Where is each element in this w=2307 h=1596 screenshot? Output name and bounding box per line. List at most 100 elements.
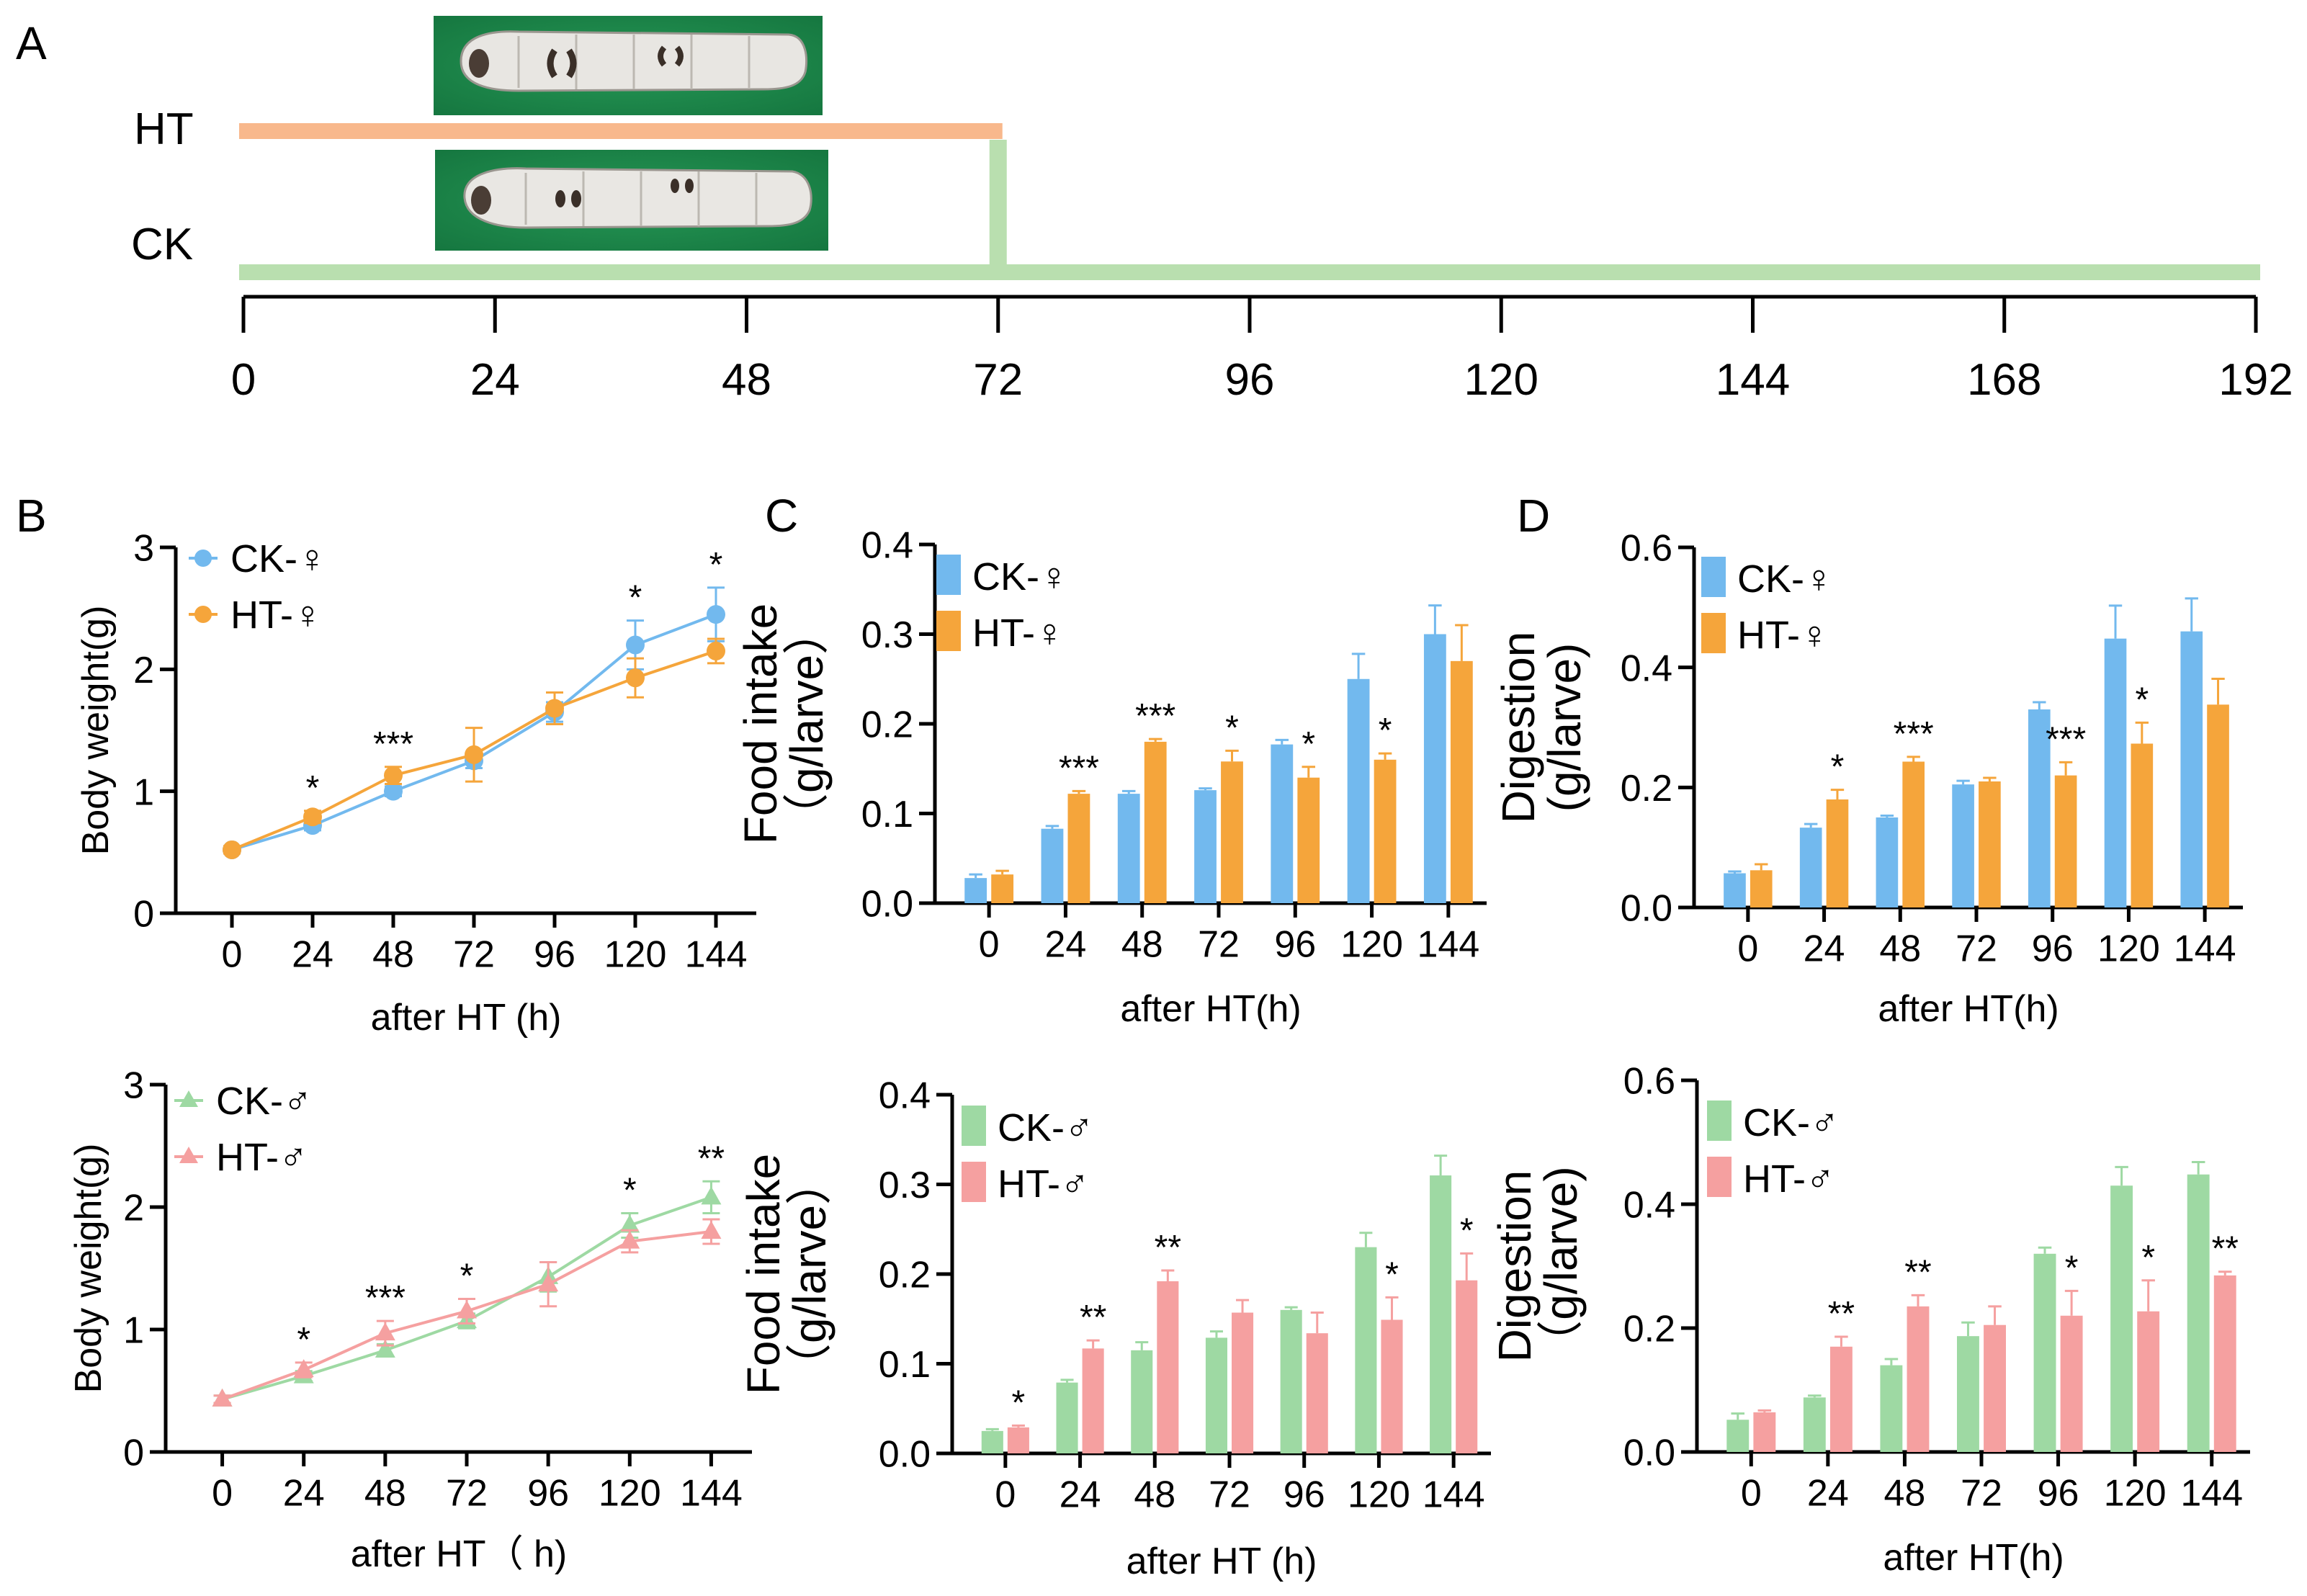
bar-HT-♀ [1750, 870, 1773, 907]
bar-CK-♂ [1280, 1309, 1302, 1453]
panel-label-a: A [16, 17, 47, 69]
x-tick-label: 0 [1741, 1473, 1762, 1515]
bar-HT-♂ [2137, 1311, 2160, 1452]
chart-b-female: 0 1 2 3 0 24 48 72 96 120 144 after HT (h) Body weig… [75, 528, 756, 1039]
x-tick-label: 96 [2038, 1473, 2079, 1515]
legend-swatch [179, 1090, 198, 1107]
timeline-tick-label: 144 [1716, 355, 1790, 405]
bar-HT-♀ [1902, 761, 1925, 907]
y-axis-label: Food intake（g/larve） [738, 1154, 836, 1394]
significance-mark: * [1385, 1255, 1399, 1294]
significance-mark: * [2141, 1239, 2155, 1277]
legend-label: CK-♀ [1737, 557, 1834, 601]
y-tick-label: 0.0 [879, 1434, 931, 1476]
y-tick-label: 1 [133, 771, 154, 813]
y-axis-label: Food intake（g/larve） [735, 604, 833, 844]
bar-HT-♂ [1082, 1348, 1104, 1453]
bar-CK-♀ [1423, 634, 1446, 903]
timeline-transfer-line [989, 140, 1007, 268]
bar-CK-♀ [1799, 828, 1822, 907]
x-tick-label: 120 [2104, 1473, 2167, 1515]
legend-swatch [1707, 1100, 1732, 1141]
bar-CK-♂ [2033, 1253, 2056, 1452]
significance-mark: * [623, 1172, 637, 1210]
timeline-tick-label: 72 [973, 355, 1023, 405]
x-tick-label: 72 [1961, 1473, 2002, 1515]
panel-label-b: B [16, 490, 47, 542]
legend-label: CK-♂ [1743, 1101, 1840, 1144]
timeline-tick-label: 48 [722, 355, 771, 405]
y-axis-label-text: Body weight(g) [68, 1144, 109, 1394]
legend-label: CK-♀ [230, 537, 327, 580]
y-tick-label: 0.1 [861, 794, 913, 835]
y-tick-label: 2 [133, 650, 154, 691]
y-axis-label: Digestion（g/larve) [1489, 1166, 1587, 1366]
chart-d-male: 0.0 0.2 0.4 0.6 0 24 48 72 96 120 144 after HT(h) Di… [1489, 1061, 2250, 1579]
significance-mark: ** [1828, 1295, 1855, 1333]
y-tick-label: 0.2 [879, 1255, 931, 1296]
marker-HT-♀ [626, 668, 645, 688]
chart-c-male: 0.0 0.1 0.2 0.3 0.4 0 24 48 72 96 120 144 after HT (… [738, 1075, 1491, 1582]
timeline-tick-label: 168 [1967, 355, 2041, 405]
y-axis-label-line: （g/larve） [784, 1159, 836, 1389]
bar-HT-♀ [1374, 759, 1397, 903]
legend-label: CK-♀ [972, 555, 1069, 598]
x-tick-label: 120 [1340, 924, 1403, 966]
x-tick-label: 96 [534, 934, 575, 976]
x-tick-label: 96 [1274, 924, 1316, 966]
legend-swatch [962, 1162, 986, 1202]
chart-d-female: 0.0 0.2 0.4 0.6 0 24 48 72 96 120 144 after HT(h) Di… [1492, 528, 2243, 1030]
marker-HT-♀ [303, 807, 322, 827]
y-axis-label-text: Digestion（g/larve) [1489, 1166, 1587, 1366]
y-tick-label: 0 [123, 1433, 144, 1474]
timeline-tick-label: 120 [1464, 355, 1538, 405]
marker-HT-♀ [465, 745, 483, 764]
bar-HT-♀ [1826, 799, 1849, 907]
x-tick-label: 72 [1198, 924, 1240, 966]
significance-mark: ** [2212, 1230, 2239, 1268]
legend-label: HT-♀ [1737, 614, 1829, 657]
legend-swatch [936, 611, 961, 651]
x-tick-label: 120 [599, 1473, 661, 1515]
bar-CK-♀ [2180, 631, 2203, 907]
chart-b-male: 0 1 2 3 0 24 48 72 96 120 144 after HT（ h) Body weig… [68, 1065, 752, 1575]
bar-CK-♀ [2104, 638, 2127, 907]
marker-CK-♀ [626, 635, 645, 655]
y-tick-label: 3 [123, 1065, 144, 1107]
significance-mark: * [1225, 709, 1239, 747]
bar-CK-♀ [1117, 794, 1140, 903]
legend-swatch [936, 555, 961, 595]
y-tick-label: 0.6 [1621, 528, 1672, 570]
larva-photo-ht [434, 16, 823, 115]
significance-mark: *** [1135, 697, 1175, 735]
marker-HT-♂ [375, 1322, 395, 1341]
legend-label: HT-♂ [998, 1162, 1090, 1206]
bar-CK-♂ [1355, 1247, 1377, 1453]
y-tick-label: 0.0 [1623, 1433, 1675, 1474]
x-tick-label: 24 [283, 1473, 325, 1515]
y-tick-label: 0.1 [879, 1344, 931, 1386]
y-axis-label: Digestion(g/larve) [1492, 632, 1590, 824]
marker-CK-♂ [619, 1214, 640, 1233]
x-axis-label: after HT(h) [1120, 988, 1301, 1030]
timeline-label-ck: CK [131, 220, 193, 269]
bar-CK-♂ [1880, 1365, 1903, 1452]
x-tick-label: 96 [1284, 1474, 1325, 1516]
x-tick-label: 48 [1879, 928, 1921, 970]
bar-CK-♂ [981, 1430, 1003, 1453]
x-tick-label: 48 [364, 1473, 406, 1515]
y-axis-label-text: Digestion(g/larve) [1492, 632, 1590, 824]
y-axis-label: Body weight(g) [68, 1144, 109, 1394]
bar-HT-♂ [1829, 1346, 1853, 1452]
bar-CK-♀ [1194, 790, 1217, 903]
y-tick-label: 0.2 [861, 704, 913, 746]
significance-mark: *** [373, 725, 413, 763]
significance-mark: *** [1894, 715, 1934, 753]
bar-CK-♂ [1131, 1350, 1153, 1453]
y-axis-label-text: Food intake（g/larve） [735, 604, 833, 844]
bar-CK-♀ [1347, 678, 1370, 903]
marker-HT-♀ [223, 840, 241, 859]
bar-CK-♂ [1430, 1175, 1452, 1453]
significance-mark: ** [1155, 1229, 1181, 1267]
